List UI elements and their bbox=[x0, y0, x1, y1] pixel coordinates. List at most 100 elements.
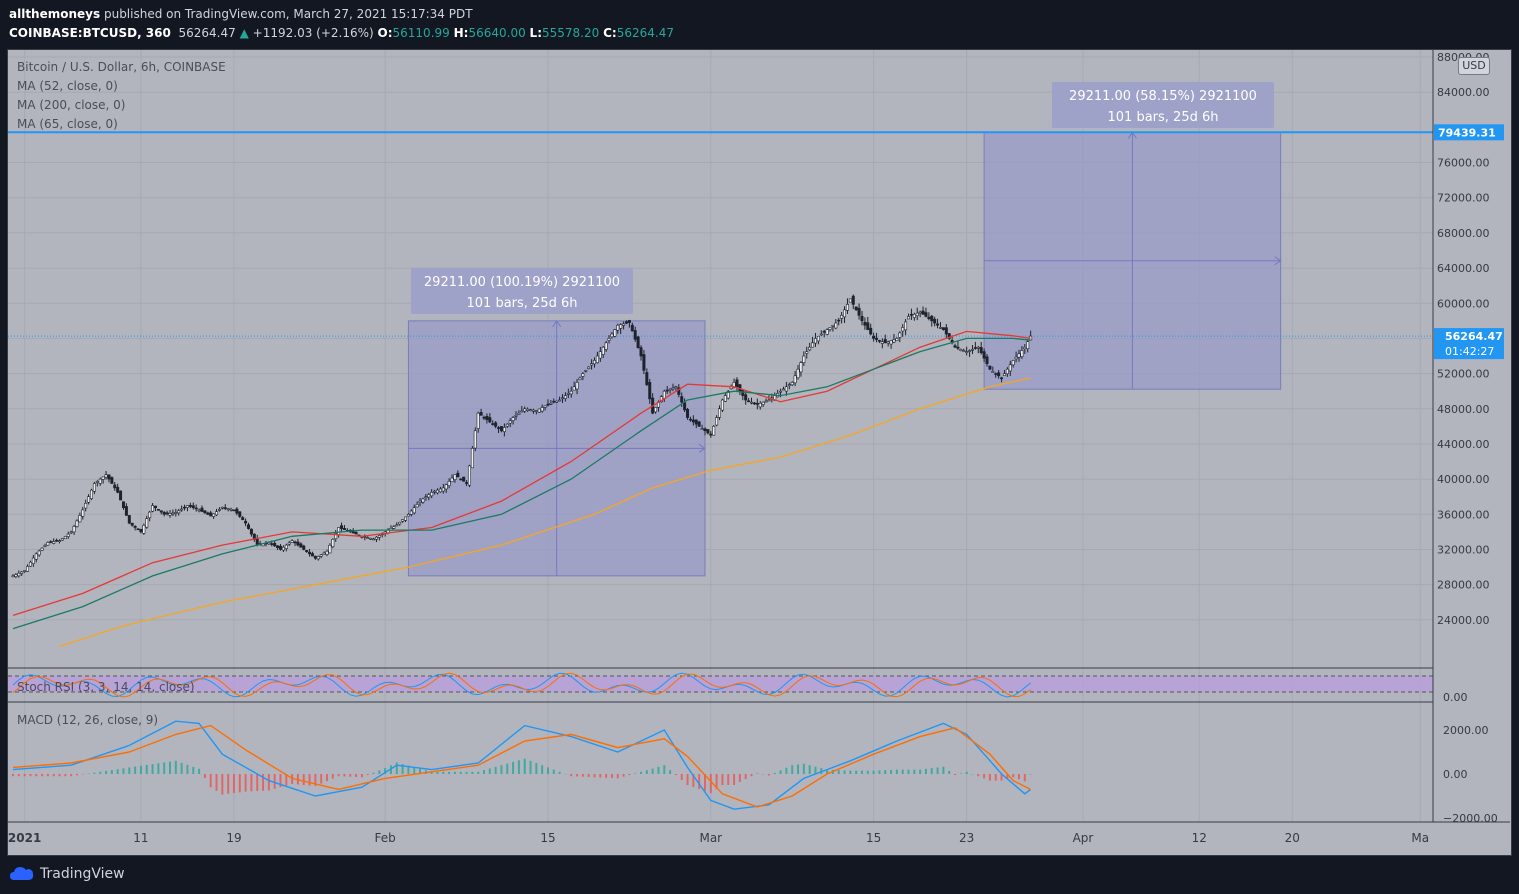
candle-body bbox=[17, 572, 21, 577]
macd-histogram-bar bbox=[413, 767, 416, 774]
macd-histogram-bar bbox=[93, 772, 96, 774]
candle-body bbox=[930, 315, 934, 322]
candle-body bbox=[750, 401, 754, 404]
price-tick-label: 52000.00 bbox=[1437, 368, 1490, 381]
macd-histogram-bar bbox=[169, 761, 172, 774]
macd-histogram-bar bbox=[907, 769, 910, 774]
candle-body bbox=[133, 525, 137, 528]
candle-body bbox=[601, 346, 605, 355]
macd-histogram-bar bbox=[814, 766, 817, 774]
macd-histogram-bar bbox=[587, 774, 590, 778]
macd-histogram-bar bbox=[494, 766, 497, 774]
candle-body bbox=[811, 342, 815, 348]
candle-body bbox=[883, 339, 887, 344]
macd-histogram-bar bbox=[890, 769, 893, 774]
candle-body bbox=[784, 386, 788, 392]
price-tick-label: 44000.00 bbox=[1437, 438, 1490, 451]
chart-title[interactable]: Bitcoin / U.S. Dollar, 6h, COINBASE bbox=[17, 60, 226, 74]
stoch-rsi-legend[interactable]: Stoch RSI (3, 3, 14, 14, close) bbox=[17, 680, 195, 694]
arrow-right-icon bbox=[1274, 256, 1282, 266]
candle-body bbox=[552, 400, 556, 403]
candle-body bbox=[139, 528, 143, 533]
range-label-line1: 29211.00 (58.15%) 2921100 bbox=[1069, 89, 1257, 104]
candle-body bbox=[395, 524, 399, 527]
open-value: 56110.99 bbox=[392, 26, 450, 40]
macd-histogram-bar bbox=[698, 774, 701, 790]
ma-line-ma52 bbox=[12, 330, 1031, 617]
candle-body bbox=[473, 430, 477, 449]
price-tick-label: 24000.00 bbox=[1437, 614, 1490, 627]
candle-body bbox=[209, 512, 213, 517]
macd-legend[interactable]: MACD (12, 26, close, 9) bbox=[17, 713, 159, 727]
candle-body bbox=[927, 316, 931, 319]
candle-body bbox=[441, 487, 445, 492]
candle-body bbox=[20, 571, 24, 574]
macd-histogram-bar bbox=[657, 766, 660, 774]
candle-body bbox=[933, 318, 937, 324]
candle-body bbox=[767, 399, 771, 402]
candle-body bbox=[220, 506, 224, 509]
candle-body bbox=[319, 554, 323, 557]
macd-histogram-bar bbox=[1006, 774, 1009, 779]
candle-body bbox=[325, 550, 329, 555]
candle-body bbox=[520, 410, 524, 413]
candle-body bbox=[764, 400, 768, 403]
macd-histogram-bar bbox=[651, 768, 654, 774]
macd-histogram-bar bbox=[99, 771, 102, 774]
macd-histogram-bar bbox=[262, 774, 265, 791]
candle-body bbox=[435, 489, 439, 494]
candle-body bbox=[677, 387, 681, 395]
macd-histogram-bar bbox=[884, 770, 887, 774]
countdown-label: 01:42:27 bbox=[1445, 345, 1494, 358]
candle-body bbox=[206, 512, 210, 515]
candle-body bbox=[287, 542, 291, 545]
candle-body bbox=[665, 389, 669, 392]
macd-histogram-bar bbox=[564, 774, 567, 775]
macd-histogram-bar bbox=[971, 774, 974, 775]
candle-body bbox=[779, 390, 783, 393]
ohlc-line: COINBASE:BTCUSD, 360 56264.47 ▲ +1192.03… bbox=[9, 26, 674, 40]
macd-histogram-bar bbox=[436, 771, 439, 774]
candle-body bbox=[232, 509, 236, 512]
candle-body bbox=[171, 512, 175, 515]
ma52-legend[interactable]: MA (52, close, 0) bbox=[17, 79, 118, 93]
author-name[interactable]: allthemoneys bbox=[9, 7, 101, 21]
macd-histogram-bar bbox=[709, 774, 712, 794]
candle-body bbox=[688, 418, 692, 421]
macd-histogram-bar bbox=[988, 774, 991, 781]
range-label-box bbox=[411, 268, 633, 314]
candle-body bbox=[720, 399, 724, 411]
macd-histogram-bar bbox=[186, 764, 189, 774]
candle-body bbox=[526, 408, 530, 411]
currency-button[interactable]: USD bbox=[1458, 57, 1490, 75]
candle-body bbox=[822, 330, 826, 333]
macd-histogram-bar bbox=[779, 770, 782, 774]
macd-histogram-bar bbox=[360, 774, 363, 778]
ma65-legend[interactable]: MA (65, close, 0) bbox=[17, 117, 118, 131]
candle-body bbox=[840, 315, 844, 319]
candle-body bbox=[479, 412, 483, 416]
candle-body bbox=[49, 541, 53, 543]
candle-body bbox=[28, 561, 32, 567]
candle-body bbox=[247, 524, 251, 529]
macd-histogram-bar bbox=[372, 772, 375, 774]
macd-histogram-bar bbox=[843, 770, 846, 774]
candle-body bbox=[1008, 364, 1012, 372]
ma200-legend[interactable]: MA (200, close, 0) bbox=[17, 98, 126, 112]
tradingview-logo[interactable]: TradingView bbox=[10, 866, 125, 882]
macd-histogram-bar bbox=[866, 770, 869, 774]
candle-body bbox=[412, 507, 416, 514]
macd-histogram-bar bbox=[1029, 774, 1032, 775]
price-tick-label: 36000.00 bbox=[1437, 508, 1490, 521]
price-tick-label: 48000.00 bbox=[1437, 403, 1490, 416]
macd-histogram-bar bbox=[151, 764, 154, 774]
candle-body bbox=[697, 421, 701, 427]
candle-body bbox=[31, 557, 35, 564]
macd-histogram-bar bbox=[610, 774, 613, 779]
macd-histogram-bar bbox=[570, 774, 573, 777]
candle-body bbox=[1011, 360, 1015, 366]
candle-body bbox=[712, 426, 716, 436]
price-change: +1192.03 (+2.16%) bbox=[252, 26, 374, 40]
candle-body bbox=[119, 490, 123, 501]
